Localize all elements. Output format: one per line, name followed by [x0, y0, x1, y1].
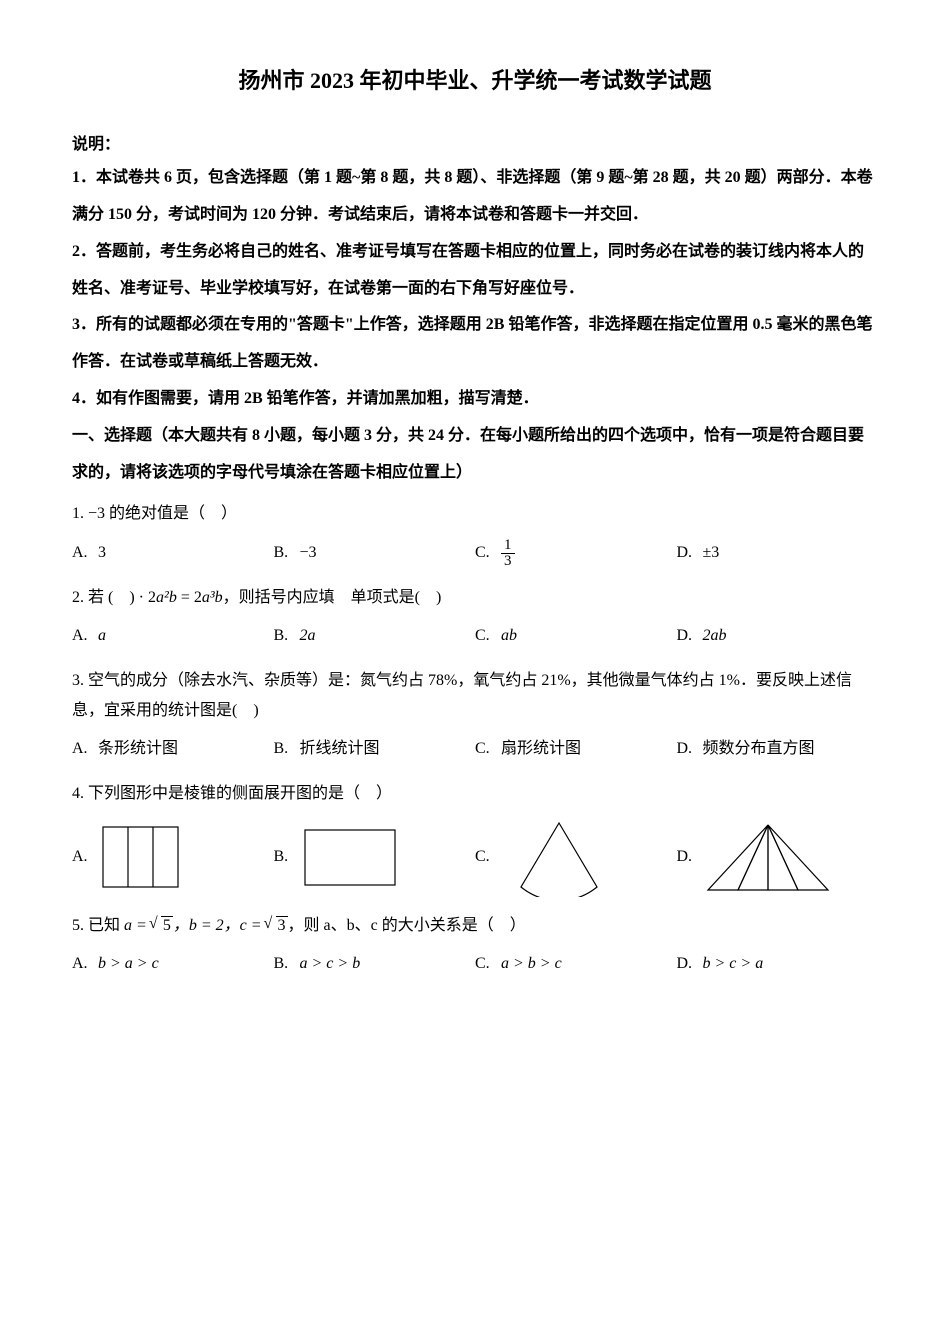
instruction-1: 1．本试卷共 6 页，包含选择题（第 1 题~第 8 题，共 8 题）、非选择题… — [72, 160, 878, 234]
q2-opt-d: D.2ab — [677, 621, 879, 651]
q4-options: A. B. C. D. — [72, 817, 878, 897]
page-title: 扬州市 2023 年初中毕业、升学统一考试数学试题 — [72, 60, 878, 102]
q1-c-den: 3 — [501, 554, 515, 569]
opt-label-b: B. — [274, 842, 296, 872]
q1-options: A.3 B.−3 C. 1 3 D.±3 — [72, 538, 878, 569]
q3-stem: 3. 空气的成分（除去水汽、杂质等）是：氮气约占 78%，氧气约占 21%，其他… — [72, 666, 878, 727]
q4-b-figure — [300, 825, 400, 890]
q3-c-val: 扇形统计图 — [501, 734, 581, 764]
q2-opt-a: A.a — [72, 621, 274, 651]
opt-label-a: A. — [72, 949, 94, 979]
q4-d-figure — [703, 820, 833, 895]
opt-label-c: C. — [475, 621, 497, 651]
q4-a-figure — [98, 822, 183, 892]
q1-b-val: −3 — [300, 538, 317, 568]
q1-value: −3 — [88, 505, 105, 522]
q1-suffix: 的绝对值是（ ） — [105, 505, 237, 522]
q5-b-label: ，b = 2，c = — [173, 917, 266, 934]
q1-opt-c: C. 1 3 — [475, 538, 677, 569]
q2-mid: = 2 — [177, 589, 202, 606]
q2-suffix: ，则括号内应填 单项式是( ) — [223, 589, 442, 606]
q1-opt-b: B.−3 — [274, 538, 476, 568]
opt-label-b: B. — [274, 949, 296, 979]
opt-label-c: C. — [475, 949, 497, 979]
q2-opt-c: C.ab — [475, 621, 677, 651]
q5-sqrt-a: 5 — [151, 911, 173, 941]
opt-label-d: D. — [677, 621, 699, 651]
q5-prefix: 5. 已知 — [72, 917, 124, 934]
q3-opt-a: A.条形统计图 — [72, 734, 274, 764]
q2-options: A.a B.2a C.ab D.2ab — [72, 621, 878, 651]
opt-label-c: C. — [475, 734, 497, 764]
q5-stem: 5. 已知 a = 5，b = 2，c = 3，则 a、b、c 的大小关系是（ … — [72, 911, 878, 941]
opt-label-c: C. — [475, 842, 497, 872]
q5-a-label: a = — [124, 917, 151, 934]
opt-label-c: C. — [475, 538, 497, 568]
opt-label-b: B. — [274, 621, 296, 651]
opt-label-d: D. — [677, 538, 699, 568]
q1-stem: 1. −3 的绝对值是（ ） — [72, 499, 878, 529]
opt-label-a: A. — [72, 621, 94, 651]
q2-opt-b: B.2a — [274, 621, 476, 651]
q1-c-frac: 1 3 — [501, 538, 515, 569]
q5-a-val-opt: b > a > c — [98, 949, 159, 979]
q2-c-val: ab — [501, 621, 517, 651]
q2-a2b: a²b — [156, 589, 177, 606]
q3-opt-c: C.扇形统计图 — [475, 734, 677, 764]
q5-b-val-opt: a > c > b — [300, 949, 361, 979]
q5-opt-b: B.a > c > b — [274, 949, 476, 979]
q4-opt-c: C. — [475, 817, 677, 897]
q5-sqrt-c: 3 — [266, 911, 288, 941]
q5-c-val: 3 — [276, 916, 288, 934]
q5-d-val-opt: b > c > a — [703, 949, 764, 979]
q1-c-num: 1 — [501, 538, 515, 554]
q1-a-val: 3 — [98, 538, 106, 568]
q2-expr-l: ( ) · 2 — [108, 589, 156, 606]
q5-options: A.b > a > c B.a > c > b C.a > b > c D.b … — [72, 949, 878, 979]
instruction-4: 4．如有作图需要，请用 2B 铅笔作答，并请加黑加粗，描写清楚． — [72, 381, 878, 418]
q5-opt-c: C.a > b > c — [475, 949, 677, 979]
instructions-heading: 说明： — [72, 130, 878, 160]
q1-prefix: 1. — [72, 505, 88, 522]
q2-a-val: a — [98, 621, 106, 651]
instruction-2: 2．答题前，考生务必将自己的姓名、准考证号填写在答题卡相应的位置上，同时务必在试… — [72, 234, 878, 308]
q5-opt-a: A.b > a > c — [72, 949, 274, 979]
q3-d-val: 频数分布直方图 — [703, 734, 815, 764]
q3-options: A.条形统计图 B.折线统计图 C.扇形统计图 D.频数分布直方图 — [72, 734, 878, 764]
q3-opt-b: B.折线统计图 — [274, 734, 476, 764]
q4-opt-b: B. — [274, 825, 476, 890]
q5-a-val: 5 — [161, 916, 173, 934]
opt-label-a: A. — [72, 734, 94, 764]
q2-b-val: 2a — [300, 621, 316, 651]
q3-opt-d: D.频数分布直方图 — [677, 734, 879, 764]
q4-opt-a: A. — [72, 822, 274, 892]
instruction-3: 3．所有的试题都必须在专用的"答题卡"上作答，选择题用 2B 铅笔作答，非选择题… — [72, 307, 878, 381]
q5-opt-d: D.b > c > a — [677, 949, 879, 979]
q5-c-val-opt: a > b > c — [501, 949, 562, 979]
q1-opt-a: A.3 — [72, 538, 274, 568]
q5-suffix: ，则 a、b、c 的大小关系是（ ） — [288, 917, 526, 934]
opt-label-d: D. — [677, 842, 699, 872]
q2-d-val: 2ab — [703, 621, 727, 651]
section-1-heading: 一、选择题（本大题共有 8 小题，每小题 3 分，共 24 分．在每小题所给出的… — [72, 418, 878, 492]
opt-label-a: A. — [72, 538, 94, 568]
q3-b-val: 折线统计图 — [300, 734, 380, 764]
opt-label-d: D. — [677, 734, 699, 764]
q2-prefix: 2. 若 — [72, 589, 108, 606]
opt-label-b: B. — [274, 538, 296, 568]
q3-a-val: 条形统计图 — [98, 734, 178, 764]
q4-c-figure — [501, 817, 611, 897]
opt-label-b: B. — [274, 734, 296, 764]
opt-label-a: A. — [72, 842, 94, 872]
q2-stem: 2. 若 ( ) · 2a²b = 2a³b，则括号内应填 单项式是( ) — [72, 583, 878, 613]
opt-label-d: D. — [677, 949, 699, 979]
q1-opt-d: D.±3 — [677, 538, 879, 568]
q4-stem: 4. 下列图形中是棱锥的侧面展开图的是（ ） — [72, 779, 878, 809]
q2-a3b: a³b — [202, 589, 223, 606]
q4-opt-d: D. — [677, 820, 879, 895]
q1-d-val: ±3 — [703, 538, 720, 568]
